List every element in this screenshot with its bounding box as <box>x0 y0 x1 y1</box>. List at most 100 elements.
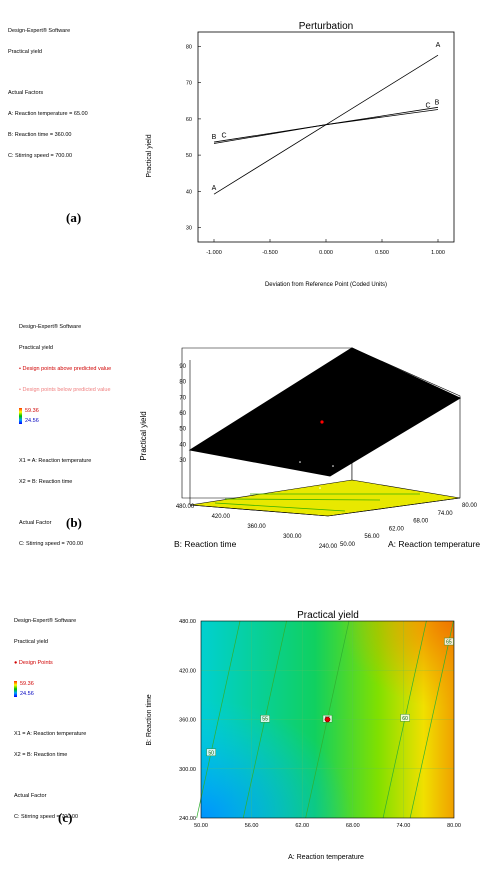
contour-chart: Practical yield A: Reaction temperature … <box>146 610 461 861</box>
x-tick-label: -1.000 <box>206 250 222 256</box>
factor-c: C: Stirring speed = 700.00 <box>8 153 73 159</box>
design-point <box>299 461 301 463</box>
contour-label-box <box>444 637 454 646</box>
y-tick-label: 300.00 <box>179 767 196 773</box>
x-tick-label: 1.000 <box>431 250 445 256</box>
scale-min: 24.56 <box>20 691 34 697</box>
design-point <box>324 716 331 723</box>
series-label-c-start: C <box>221 133 226 140</box>
panel-a-label: (a) <box>66 210 82 225</box>
y-tick-label: 80 <box>186 44 192 50</box>
chart-title: Practical yield <box>297 610 359 621</box>
x2-factor: X2 = B: Reaction time <box>19 479 73 485</box>
y-tick-label: 240.00 <box>179 816 196 822</box>
y-tick-label: 40 <box>186 189 192 195</box>
x-tick-label: 80.00 <box>462 503 478 509</box>
x-tick-label: 0.000 <box>319 250 333 256</box>
z-tick-label: 50 <box>179 427 186 433</box>
series-label-b-end: B <box>435 99 440 106</box>
contour-label-box <box>400 714 410 722</box>
actual-factor: C: Stirring speed = 700.00 <box>14 814 79 820</box>
panel-a-info: Design-Expert® Software Practical yield … <box>8 14 88 167</box>
color-scale-bar <box>19 408 22 424</box>
x-axis-label: A: Reaction temperature <box>388 539 480 549</box>
x-tick-label: 0.500 <box>375 250 389 256</box>
perturbation-chart: Perturbation Deviation from Reference Po… <box>146 21 455 288</box>
y-tick-label: 480.00 <box>176 504 195 510</box>
x1-factor: X1 = A: Reaction temperature <box>19 458 92 464</box>
x-tick-label: 74.00 <box>397 823 411 829</box>
x-tick-label: 62.00 <box>389 526 405 532</box>
response-surface <box>188 347 462 477</box>
z-tick-label: 40 <box>179 442 186 448</box>
factor-b: B: Reaction time = 360.00 <box>8 132 72 138</box>
series-line-c <box>213 109 439 144</box>
series-label-a-start: A <box>212 185 217 192</box>
x1-factor: X1 = A: Reaction temperature <box>14 731 87 737</box>
scale-min: 24.56 <box>25 418 39 424</box>
response-name: Practical yield <box>8 49 42 55</box>
x-tick-label: 68.00 <box>413 519 429 525</box>
design-point <box>320 420 324 424</box>
panel-b-label: (b) <box>66 515 82 530</box>
contour-line <box>196 620 241 819</box>
contour-label-box <box>206 748 216 757</box>
response-surface-chart: 30 40 50 60 70 80 90 480.00 420.00 360.00 300.00 24… <box>139 347 480 550</box>
front-edge-left <box>189 504 329 517</box>
actual-factor-title: Actual Factor <box>14 793 47 799</box>
z-tick-label: 80 <box>179 380 186 386</box>
color-scale-bar <box>14 681 17 697</box>
software-name: Design-Expert® Software <box>19 324 82 330</box>
y-tick-label: 480.00 <box>179 619 196 625</box>
z-tick-label: 70 <box>179 395 186 401</box>
x-tick-label: 62.00 <box>295 823 309 829</box>
z-tick-label: 30 <box>179 458 186 464</box>
contour-label: 65 <box>446 640 452 646</box>
z-tick-label: 90 <box>179 364 186 370</box>
x-tick-label: 80.00 <box>447 823 461 829</box>
contour-label: 60 <box>402 716 408 722</box>
software-name: Design-Expert® Software <box>8 28 71 34</box>
z-axis-label: Practical yield <box>139 411 148 460</box>
design-point <box>319 487 321 489</box>
y-tick-label: 60 <box>186 117 192 123</box>
factors-title: Actual Factors <box>8 90 44 96</box>
front-edge-right <box>327 497 461 517</box>
y-axis-label: B: Reaction time <box>146 694 153 745</box>
plot-frame <box>200 620 455 819</box>
series-label-c-end: C <box>425 102 430 109</box>
panel-b-info: Design-Expert® Software Practical yield … <box>19 324 112 547</box>
y-tick-label: 240.00 <box>319 544 338 550</box>
contour-label: 50 <box>208 750 214 756</box>
x-tick-label: 56.00 <box>245 823 259 829</box>
panel-c-info: Design-Expert® Software Practical yield … <box>14 618 87 820</box>
y-tick-label: 70 <box>186 81 192 87</box>
y-axis-label: Practical yield <box>146 134 153 177</box>
response-name: Practical yield <box>14 639 48 645</box>
x-axis-label: Deviation from Reference Point (Coded Un… <box>265 282 387 288</box>
x2-factor: X2 = B: Reaction time <box>14 752 68 758</box>
y-tick-label: 50 <box>186 153 192 159</box>
response-name: Practical yield <box>19 345 53 351</box>
plot-frame <box>197 31 455 243</box>
series-label-a-end: A <box>436 42 441 49</box>
contour-label-box <box>260 714 270 723</box>
y-tick-label: 420.00 <box>179 668 196 674</box>
y-tick-label: 30 <box>186 226 192 232</box>
floor-contour-line <box>214 502 346 512</box>
series-label-b-start: B <box>212 134 217 141</box>
x-tick-label: 56.00 <box>364 534 380 540</box>
scale-max: 59.36 <box>25 408 39 414</box>
z-tick-label: 60 <box>179 411 186 417</box>
contour-line <box>409 620 454 819</box>
y-tick-label: 420.00 <box>212 514 231 520</box>
software-name: Design-Expert® Software <box>14 618 77 624</box>
y-tick-label: 300.00 <box>283 534 302 540</box>
x-tick-label: -0.500 <box>262 250 278 256</box>
y-axis-label: B: Reaction time <box>174 539 237 549</box>
actual-factor-title: Actual Factor <box>19 520 52 526</box>
x-tick-label: 74.00 <box>438 511 454 517</box>
x-axis-label: A: Reaction temperature <box>288 854 364 861</box>
y-tick-label: 360.00 <box>247 524 266 530</box>
y-tick-label: 360.00 <box>179 718 196 724</box>
